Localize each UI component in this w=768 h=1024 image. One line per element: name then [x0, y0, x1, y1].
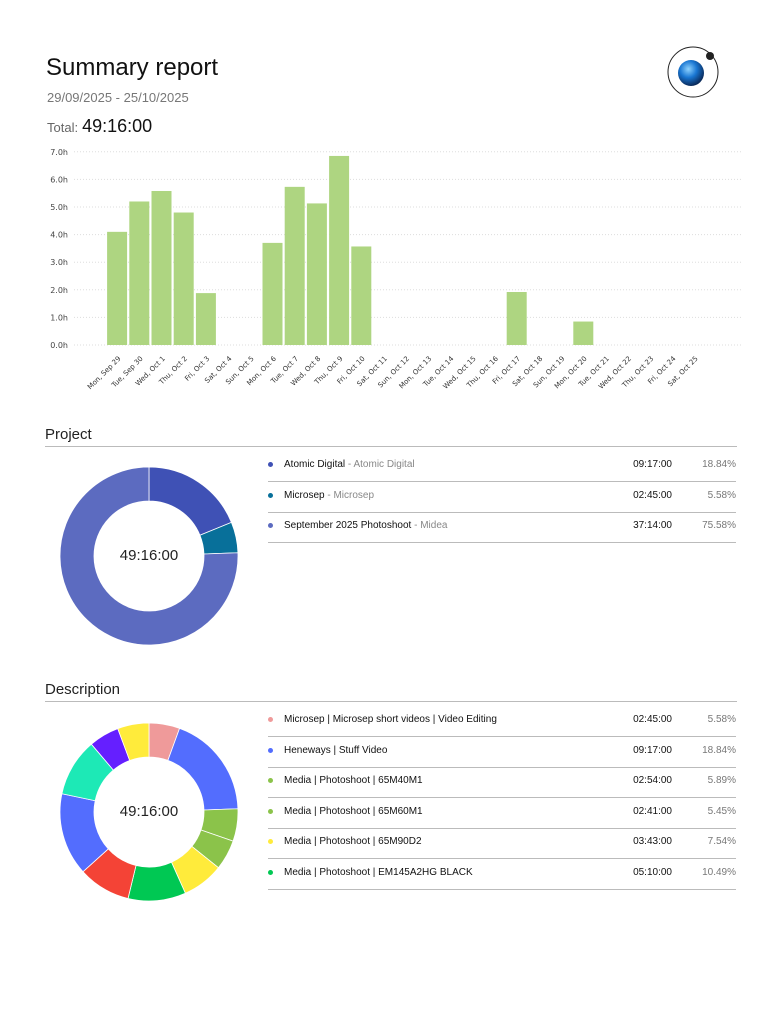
- item-percentage: 7.54%: [707, 836, 736, 848]
- description-list-item: Heneways | Stuff Video 09:17:00 18.84%: [268, 737, 736, 768]
- project-slice: [60, 467, 238, 645]
- item-client: Atomic Digital: [353, 459, 415, 470]
- description-list-item: Media | Photoshoot | 65M90D2 03:43:00 7.…: [268, 828, 736, 860]
- description-donut-chart: [60, 723, 238, 901]
- project-list-item: Atomic Digital - Atomic Digital 09:17:00…: [268, 451, 736, 482]
- item-duration: 37:14:00: [633, 520, 672, 532]
- color-dot-icon: [268, 778, 273, 784]
- item-percentage: 5.45%: [707, 805, 736, 817]
- y-tick-label: 1.0h: [50, 313, 68, 322]
- item-duration: 02:41:00: [633, 805, 672, 817]
- item-name: Microsep | Microsep short videos | Video…: [284, 714, 497, 725]
- bar: [173, 212, 194, 345]
- separator: -: [324, 489, 334, 501]
- color-dot-icon: [268, 717, 273, 722]
- item-duration: 03:43:00: [633, 836, 672, 848]
- item-name: September 2025 Photoshoot - Midea: [284, 520, 447, 531]
- item-name: Heneways | Stuff Video: [284, 745, 387, 756]
- project-list-item: Microsep - Microsep 02:45:00 5.58%: [268, 482, 736, 513]
- item-name: Atomic Digital - Atomic Digital: [284, 459, 415, 470]
- y-tick-label: 6.0h: [50, 175, 68, 184]
- description-donut-total: 49:16:00: [119, 803, 179, 820]
- color-dot-icon: [268, 523, 273, 529]
- description-list-item: Media | Photoshoot | EM145A2HG BLACK 05:…: [268, 859, 736, 890]
- item-title: Media | Photoshoot | 65M90D2: [284, 836, 422, 848]
- item-title: September 2025 Photoshoot: [284, 520, 412, 532]
- item-duration: 02:54:00: [633, 775, 672, 787]
- bar: [195, 293, 216, 345]
- item-name: Media | Photoshoot | 65M60M1: [284, 806, 423, 817]
- y-tick-label: 3.0h: [50, 258, 68, 267]
- y-tick-label: 2.0h: [50, 286, 68, 295]
- description-list-item: Media | Photoshoot | 65M40M1 02:54:00 5.…: [268, 767, 736, 799]
- item-percentage: 5.89%: [707, 775, 736, 787]
- item-name: Media | Photoshoot | EM145A2HG BLACK: [284, 867, 473, 878]
- project-slice: [148, 467, 232, 536]
- color-dot-icon: [268, 747, 273, 753]
- item-duration: 02:45:00: [633, 489, 672, 501]
- item-name: Microsep - Microsep: [284, 490, 374, 501]
- y-tick-label: 4.0h: [50, 231, 68, 240]
- total: Total: 49:16:00: [47, 116, 152, 137]
- item-duration: 02:45:00: [633, 714, 672, 725]
- project-donut-chart: [60, 467, 238, 645]
- item-name: Media | Photoshoot | 65M90D2: [284, 836, 422, 847]
- bar: [573, 321, 594, 345]
- item-title: Atomic Digital: [284, 459, 346, 470]
- bar: [506, 292, 527, 345]
- item-title: Heneways | Stuff Video: [284, 744, 388, 756]
- item-duration: 09:17:00: [633, 744, 672, 756]
- y-tick-label: 5.0h: [50, 203, 68, 212]
- item-percentage: 18.84%: [702, 459, 736, 470]
- item-title: Microsep | Microsep short videos | Video…: [284, 714, 497, 725]
- bar: [306, 203, 327, 345]
- description-list-item: Microsep | Microsep short videos | Video…: [268, 706, 736, 737]
- color-dot-icon: [268, 839, 273, 845]
- date-range: 29/09/2025 - 25/10/2025: [47, 90, 189, 105]
- description-slice: [167, 727, 238, 811]
- separator: -: [345, 459, 354, 470]
- item-percentage: 10.49%: [702, 867, 736, 878]
- color-dot-icon: [268, 462, 273, 467]
- bar: [329, 155, 350, 345]
- item-title: Media | Photoshoot | 65M60M1: [284, 805, 423, 817]
- item-duration: 05:10:00: [633, 867, 672, 878]
- description-slice: [117, 723, 150, 762]
- divider: [45, 446, 737, 447]
- color-dot-icon: [268, 808, 273, 814]
- bar: [129, 201, 150, 345]
- item-client: Midea: [420, 520, 448, 532]
- project-list-item: September 2025 Photoshoot - Midea 37:14:…: [268, 512, 736, 544]
- y-tick-label: 0.0h: [50, 341, 68, 350]
- bar: [284, 186, 305, 345]
- project-donut-total: 49:16:00: [119, 547, 179, 564]
- item-title: Media | Photoshoot | EM145A2HG BLACK: [284, 867, 473, 878]
- bar: [351, 246, 372, 345]
- item-name: Media | Photoshoot | 65M40M1: [284, 775, 423, 786]
- separator: -: [411, 520, 421, 532]
- item-duration: 09:17:00: [633, 459, 672, 470]
- item-percentage: 18.84%: [702, 744, 736, 756]
- bar: [107, 231, 128, 345]
- orbit-sphere-logo: [667, 46, 719, 98]
- divider: [45, 701, 737, 702]
- item-title: Microsep: [284, 489, 325, 501]
- total-value: 49:16:00: [82, 116, 153, 136]
- item-percentage: 5.58%: [707, 714, 736, 725]
- color-dot-icon: [268, 870, 273, 875]
- item-percentage: 5.58%: [707, 489, 736, 501]
- page-title: Summary report: [46, 54, 219, 81]
- description-list-item: Media | Photoshoot | 65M60M1 02:41:00 5.…: [268, 798, 736, 829]
- description-section-title: Description: [45, 681, 121, 698]
- project-section-title: Project: [45, 426, 92, 443]
- total-label: Total:: [47, 120, 79, 135]
- item-title: Media | Photoshoot | 65M40M1: [284, 775, 423, 787]
- color-dot-icon: [268, 492, 273, 498]
- bar: [151, 190, 172, 345]
- y-tick-label: 7.0h: [50, 148, 68, 157]
- item-percentage: 75.58%: [702, 520, 736, 532]
- item-client: Microsep: [333, 489, 375, 501]
- bar: [262, 242, 283, 345]
